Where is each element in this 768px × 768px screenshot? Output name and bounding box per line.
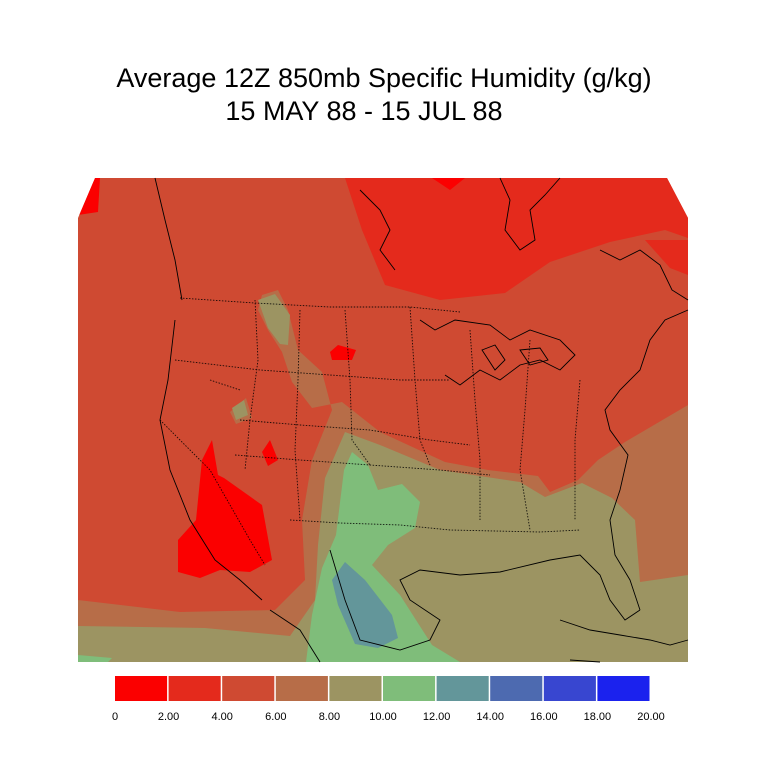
contour-0-2-southwest xyxy=(178,440,272,578)
legend-tick-label: 4.00 xyxy=(211,711,232,723)
legend-tick-label: 20.00 xyxy=(637,711,665,723)
legend-tick-label: 2.00 xyxy=(158,711,179,723)
legend-swatch-8 xyxy=(543,676,596,701)
legend-tick-label: 8.00 xyxy=(319,711,340,723)
contour-2-4-canada xyxy=(150,178,688,300)
legend-swatch-0 xyxy=(115,676,168,701)
legend-tick-label: 10.00 xyxy=(369,711,397,723)
legend-tick-label: 16.00 xyxy=(530,711,558,723)
map-date-range: 15 MAY 88 - 15 JUL 88 xyxy=(225,96,503,126)
legend-swatch-1 xyxy=(168,676,221,701)
legend-swatch-4 xyxy=(329,676,382,701)
legend-tick-label: 0 xyxy=(112,711,118,723)
contour-0-2-north xyxy=(432,178,465,190)
legend-tick-label: 12.00 xyxy=(423,711,451,723)
legend-swatch-2 xyxy=(222,676,275,701)
legend-swatch-3 xyxy=(275,676,328,701)
legend-swatch-6 xyxy=(436,676,489,701)
legend-swatch-9 xyxy=(597,676,650,701)
contour-10-12-sw xyxy=(78,655,112,662)
legend-tick-label: 6.00 xyxy=(265,711,286,723)
contour-12-14-gulf xyxy=(332,562,398,648)
map-title: Average 12Z 850mb Specific Humidity (g/k… xyxy=(116,63,652,93)
legend-swatch-5 xyxy=(383,676,436,701)
contour-0-2-nevada xyxy=(262,440,278,466)
contour-0-2-northwest xyxy=(78,178,100,215)
contour-0-2-nd xyxy=(330,345,356,360)
political-boundaries xyxy=(159,297,581,566)
legend-swatch-7 xyxy=(490,676,543,701)
coastlines xyxy=(154,177,689,663)
legend-tick-label: 18.00 xyxy=(584,711,612,723)
legend-tick-label: 14.00 xyxy=(476,711,504,723)
contour-8-10-utah xyxy=(232,400,248,420)
contour-2-4-east xyxy=(645,240,688,275)
contour-8-10-rockies xyxy=(258,294,290,345)
